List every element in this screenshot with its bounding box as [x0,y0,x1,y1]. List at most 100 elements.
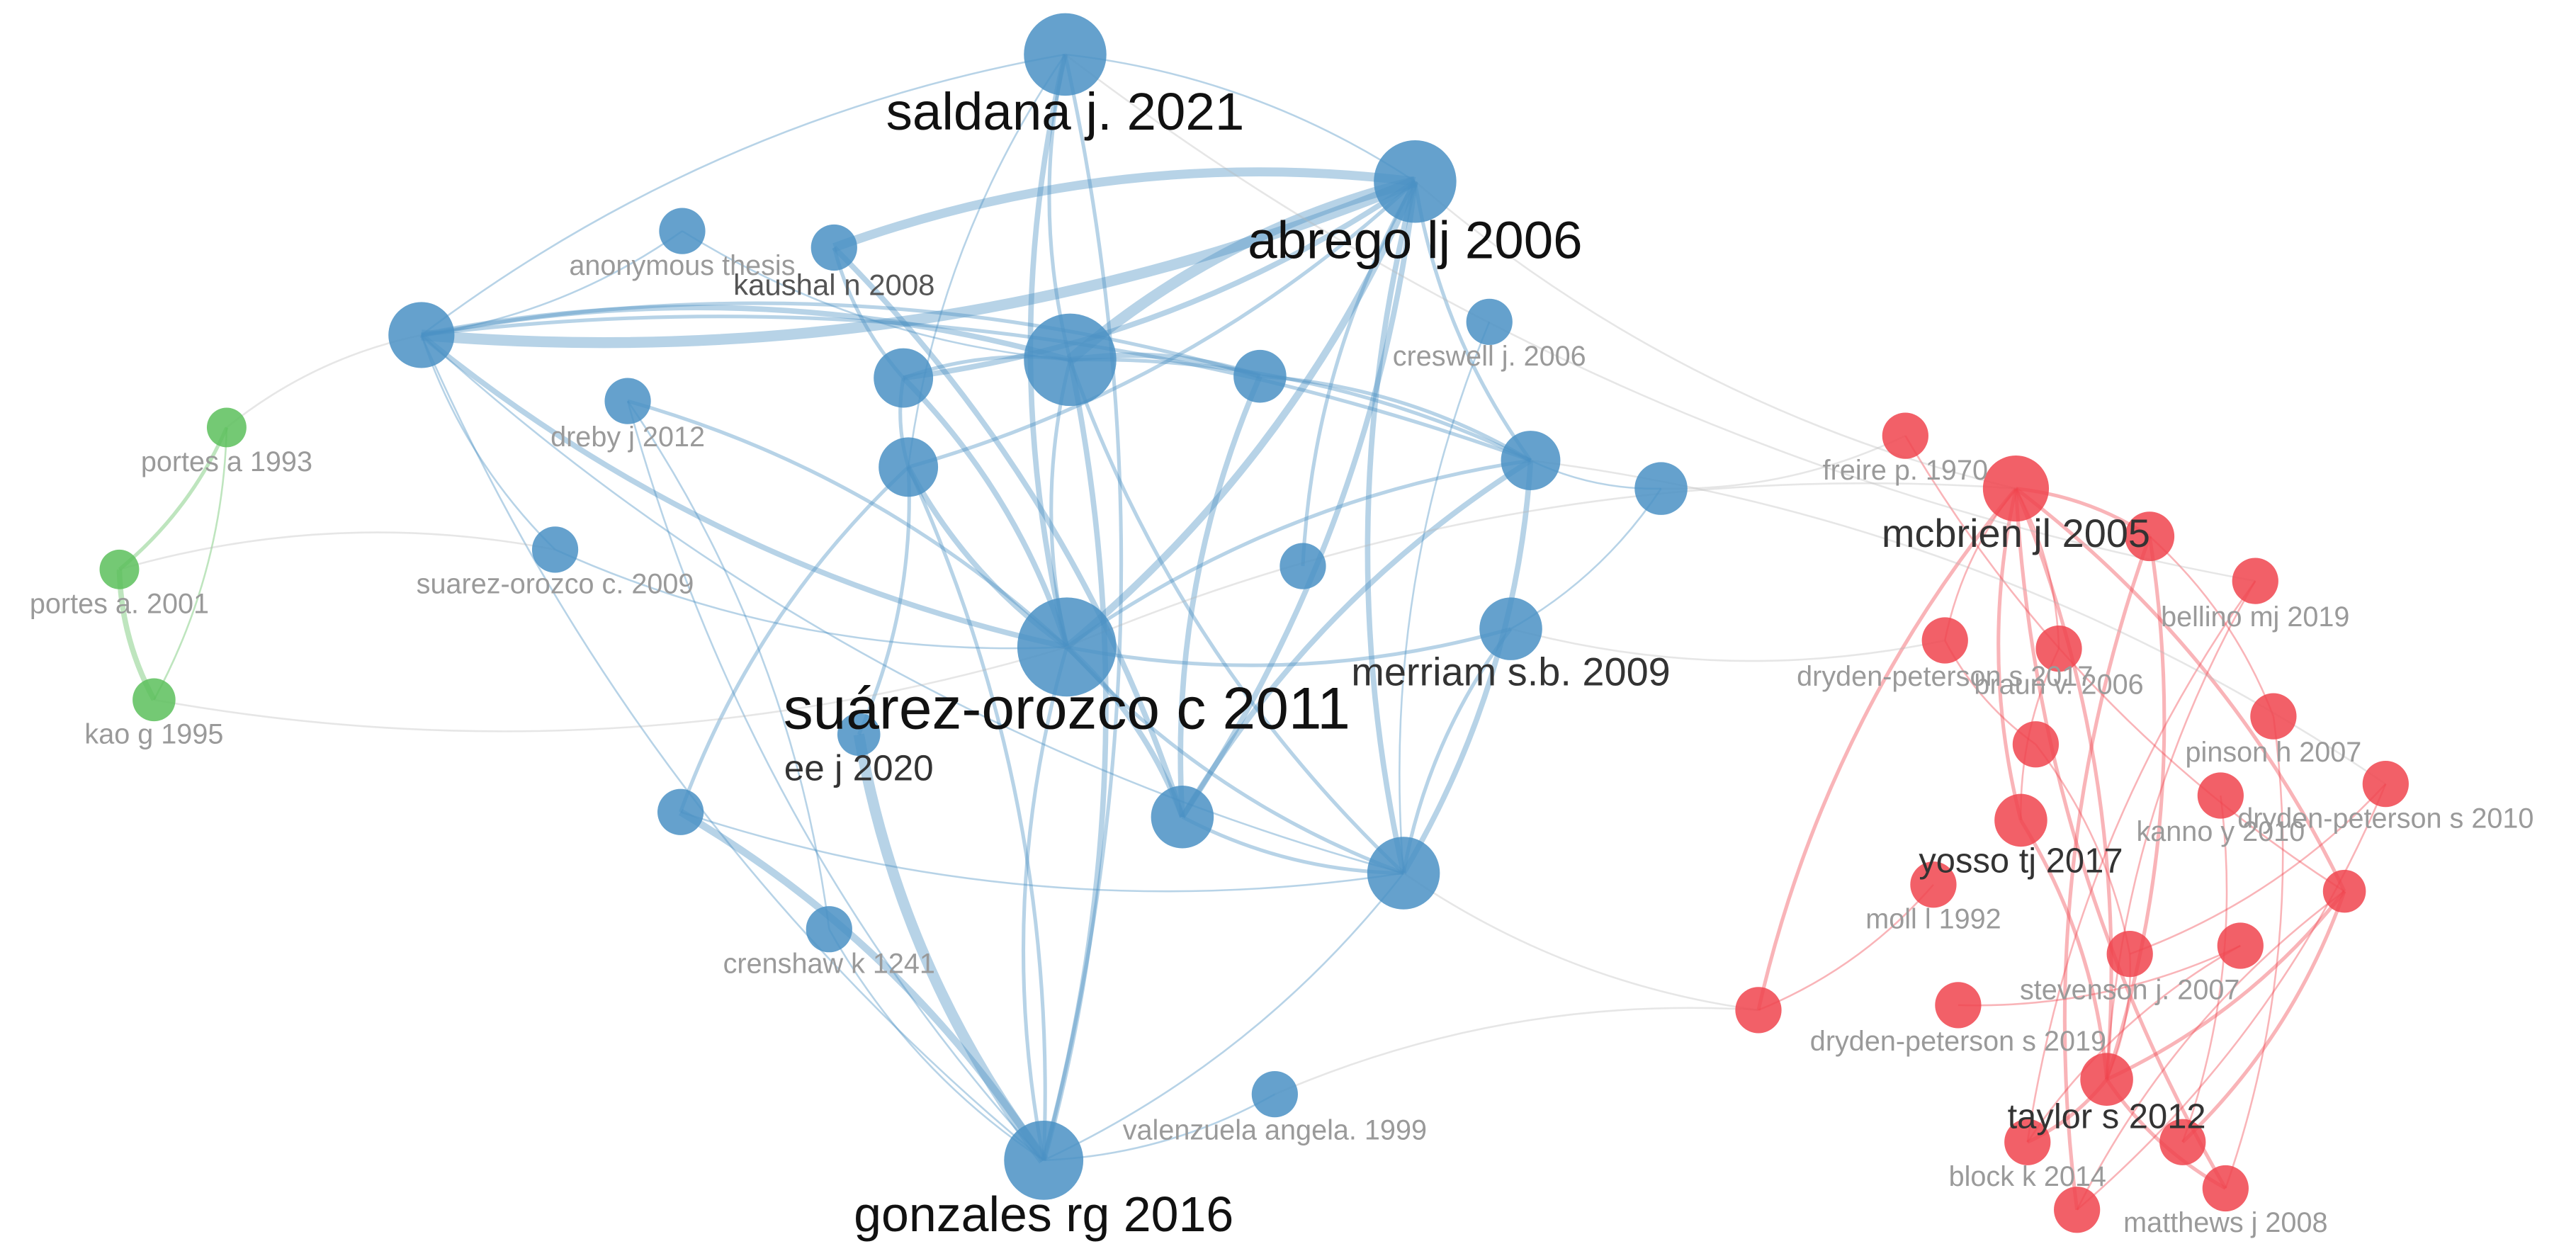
node [657,788,704,835]
edge [2106,890,2346,1082]
edge [679,465,910,813]
node [1233,349,1287,403]
node [2197,772,2244,819]
node [1251,1071,1298,1118]
edge [1414,181,2016,490]
edge [1041,359,1109,1161]
node [99,549,140,589]
node [1024,13,1107,96]
edge [1756,487,2018,1011]
edge [2076,783,2387,1211]
node-label: yosso tj 2017 [1919,842,2123,880]
node-label: valenzuela angela. 1999 [1123,1115,1427,1146]
edge [421,230,683,336]
edge [1274,1007,1759,1095]
edge [857,467,911,735]
node [2232,558,2278,604]
edge [2014,487,2346,893]
node [2202,1165,2249,1212]
edge [1958,944,2241,1007]
node-label: pinson h 2007 [2186,737,2362,768]
edge [2225,715,2284,1189]
edge [1064,180,1419,650]
node-label: merriam s.b. 2009 [1351,650,1671,694]
edge [1758,883,1934,1012]
node [2012,721,2060,768]
edges [116,53,2387,1211]
node [1735,987,1782,1034]
node-label: block k 2014 [1949,1161,2106,1192]
edge [2013,488,2227,1189]
node-label: braun v. 2006 [1974,669,2143,701]
node-label: dryden-peterson s 2017 [1797,661,2093,692]
edge [421,176,1418,349]
node [2106,931,2153,978]
edge [1064,53,2256,582]
edge [627,400,830,929]
node [531,526,579,573]
edge [1066,482,2016,648]
node [810,224,857,271]
edge [2129,783,2387,955]
edge [420,334,1045,1161]
node-label: dreby j 2012 [550,422,705,453]
node [2004,1119,2051,1165]
edge [1066,458,1531,649]
node-label: dryden-peterson s 2019 [1810,1026,2106,1057]
node [1501,431,1561,490]
node [1882,412,1928,459]
edge [832,167,1416,252]
node [1367,837,1440,910]
node-label: saldana j. 2021 [886,82,1245,141]
edge [1510,628,1945,662]
node-label: suárez-orozco c 2011 [784,675,1350,742]
node [874,348,934,408]
node-label: kao g 1995 [84,719,223,750]
node [1024,313,1117,407]
node-label: kaushal n 2008 [733,268,934,301]
node [1479,597,1542,660]
edge [1043,872,1405,1162]
edge [2149,536,2275,717]
edge [679,808,1047,1162]
node-label: gonzales rg 2016 [854,1187,1233,1242]
edge [118,426,229,571]
edge [2019,819,2109,1080]
node [1921,617,1968,664]
edge [1365,181,1418,874]
node-label: creswell j. 2006 [1393,341,1586,372]
edge [1066,627,1512,667]
edge [1904,435,2345,893]
edge [1177,375,1262,817]
edge [119,531,555,571]
edge [682,230,1070,361]
edge [2076,890,2345,1211]
node [2159,1119,2206,1165]
node [1151,785,1214,849]
nodes [99,13,2409,1233]
node [2362,761,2409,808]
edge [1260,374,1532,463]
node [1994,793,2047,847]
edge [627,399,1068,649]
edge [2062,536,2152,1211]
node-label: mcbrien jl 2005 [1882,511,2150,555]
node-label: portes a. 2001 [30,589,209,620]
edge [1065,645,1404,875]
edge [421,315,1532,463]
node [1374,140,1457,223]
edge [1413,181,1532,462]
edge [1661,434,1906,490]
labels: portes a 1993 portes a. 2001 kao g 1995 sal… [30,82,2534,1242]
edge [421,301,1261,378]
node-label: anonymous thesis [569,250,795,281]
edge [626,400,1045,1161]
node-label: abrego lj 2006 [1248,211,1583,270]
edge [420,334,1404,874]
node [879,437,939,497]
node [806,906,852,953]
edge [2035,743,2131,954]
node [1982,456,2050,522]
edge [420,334,556,550]
